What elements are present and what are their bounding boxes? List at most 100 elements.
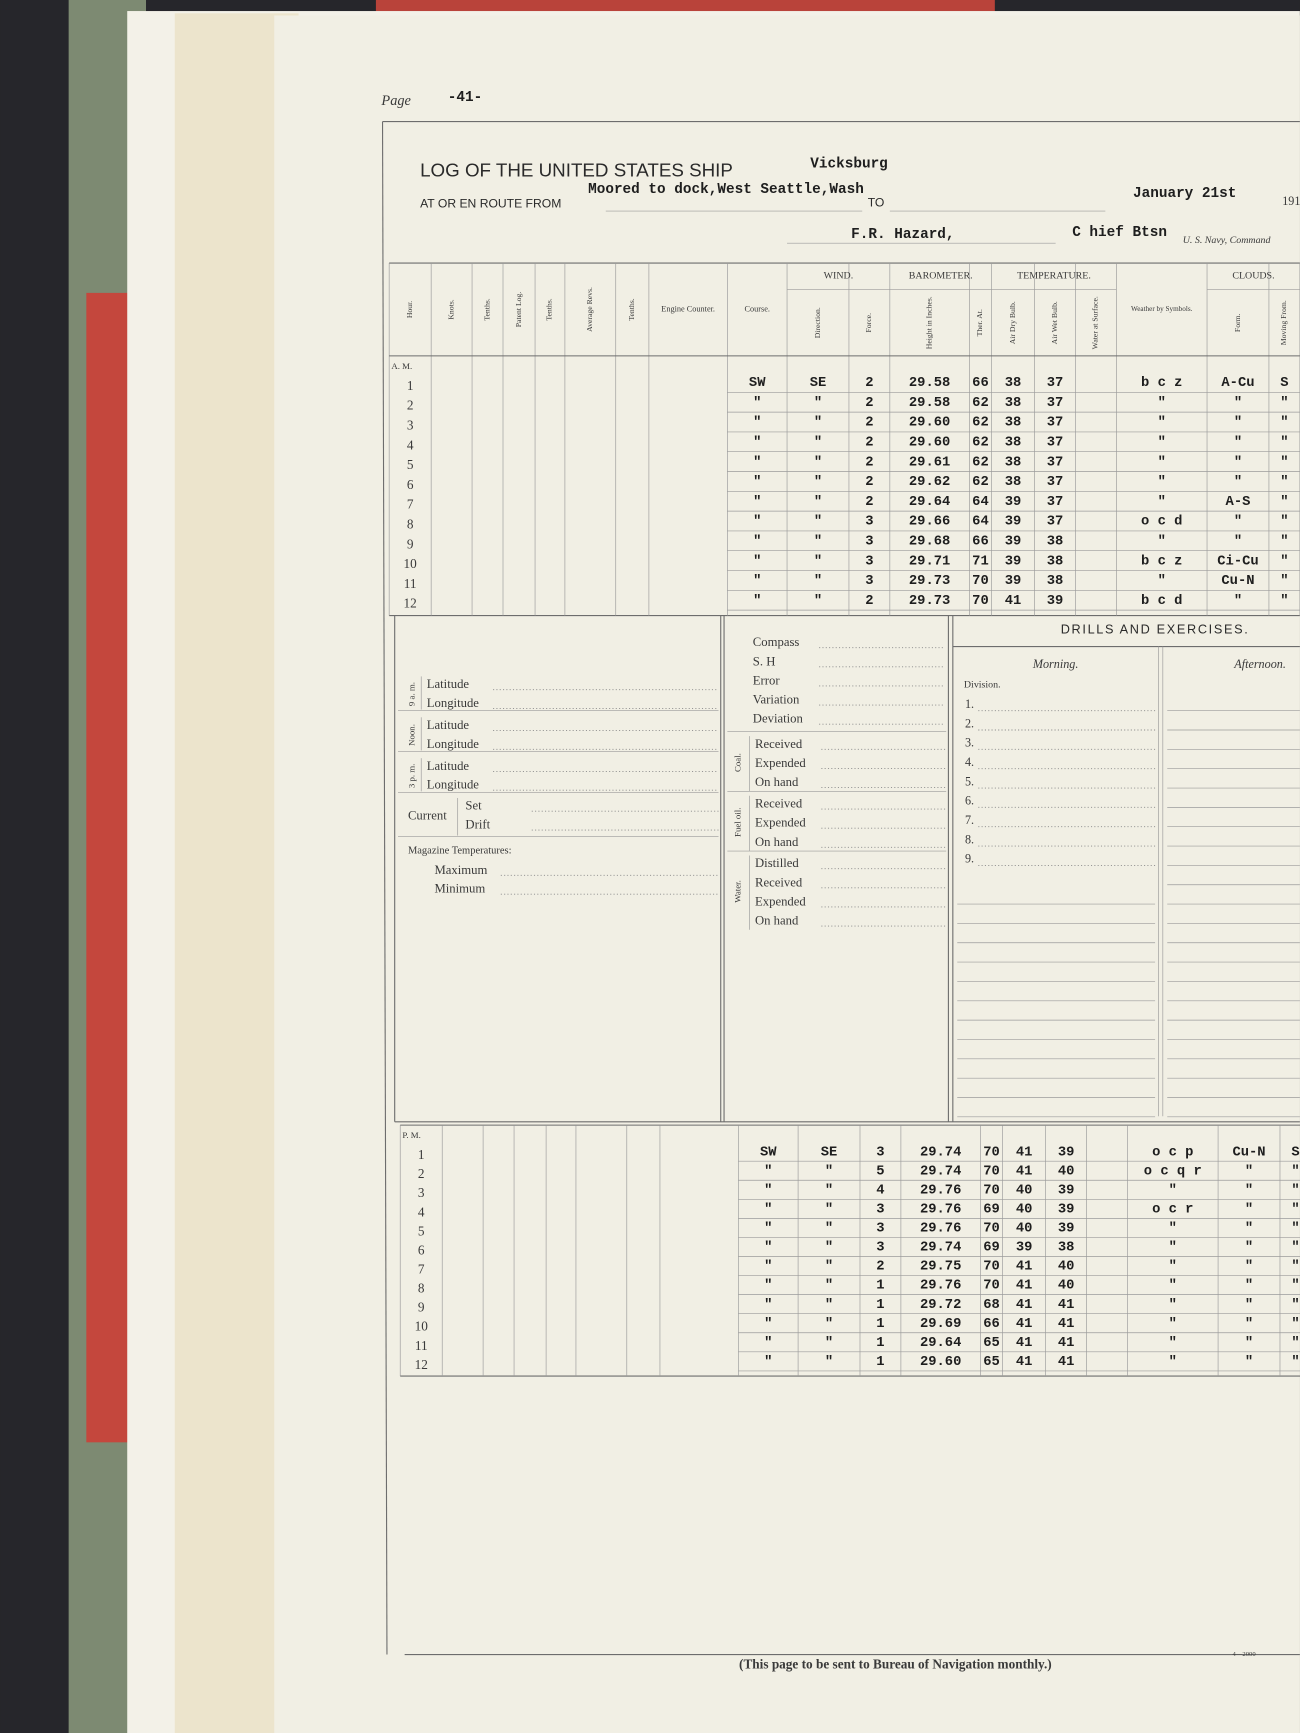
- cell: 40: [1058, 1164, 1075, 1179]
- cell: ": [764, 1297, 772, 1313]
- cell: 3: [865, 515, 873, 530]
- cell: 3: [865, 574, 873, 589]
- hour: 2: [407, 398, 414, 413]
- column-header: Engine Counter.: [661, 304, 715, 313]
- cell: 37: [1047, 495, 1064, 510]
- cell: A-Cu: [1221, 376, 1254, 391]
- supply-label: Fuel oil.: [732, 808, 742, 837]
- cell: ": [825, 1240, 833, 1256]
- hour: 1: [418, 1147, 425, 1162]
- cell: 39: [1047, 594, 1064, 609]
- cell: A-S: [1226, 495, 1251, 510]
- hour: 6: [407, 477, 414, 492]
- cell: Cu-N: [1232, 1145, 1265, 1160]
- cell: 3: [876, 1202, 884, 1217]
- cell: 29.61: [909, 455, 950, 470]
- division-number: 4.: [965, 755, 974, 769]
- cell: 40: [1058, 1260, 1075, 1275]
- cell: ": [825, 1221, 833, 1237]
- period: Noon.: [406, 724, 416, 746]
- cell: 38: [1047, 534, 1064, 549]
- cell: ": [814, 593, 822, 609]
- cell: 38: [1005, 416, 1022, 431]
- cell: ": [753, 415, 761, 431]
- column-header: Force.: [864, 313, 873, 333]
- cell: 1: [876, 1336, 884, 1351]
- latitude-label: Latitude: [427, 759, 470, 773]
- cell: ": [753, 573, 761, 589]
- cell: ": [753, 593, 761, 609]
- cell: ": [825, 1297, 833, 1313]
- cell: ": [1245, 1221, 1253, 1237]
- cell: Ci-Cu: [1217, 553, 1258, 569]
- cell: ": [1245, 1316, 1253, 1332]
- cell: ": [1291, 1163, 1299, 1179]
- cell: 1: [876, 1298, 884, 1313]
- cell: ": [764, 1335, 772, 1351]
- cell: 1: [876, 1355, 884, 1370]
- cell: 2: [865, 455, 873, 470]
- title: LOG OF THE UNITED STATES SHIP: [420, 159, 733, 180]
- route-label: AT OR EN ROUTE FROM: [420, 197, 561, 211]
- cell: 39: [1058, 1222, 1075, 1237]
- cell: 29.76: [920, 1202, 961, 1217]
- cell: ": [1158, 494, 1166, 510]
- column-header: Weather by Symbols.: [1131, 305, 1193, 313]
- set-label: Set: [465, 799, 482, 813]
- cell: 64: [972, 515, 989, 530]
- cell: ": [1291, 1354, 1299, 1370]
- cell: 41: [1016, 1336, 1033, 1351]
- longitude-label: Longitude: [427, 737, 480, 751]
- cell: 29.58: [909, 376, 950, 391]
- supply-item: On hand: [755, 775, 799, 789]
- division-number: 7.: [965, 813, 974, 827]
- group-header: BAROMETER.: [909, 271, 973, 282]
- column-header: Form.: [1233, 313, 1242, 332]
- column-header: Knots.: [446, 299, 455, 319]
- cell: 39: [1005, 515, 1022, 530]
- cell: ": [1245, 1278, 1253, 1294]
- cell: ": [1291, 1259, 1299, 1275]
- cell: ": [1245, 1354, 1253, 1370]
- period-label: A. M.: [391, 361, 412, 371]
- hour: 1: [407, 378, 414, 393]
- cell: 71: [972, 554, 989, 569]
- division-label: Division.: [964, 680, 1001, 691]
- cell: ": [1280, 415, 1288, 431]
- cell: ": [1245, 1240, 1253, 1256]
- cell: 2: [865, 376, 873, 391]
- cell: ": [764, 1182, 772, 1198]
- cell: ": [1280, 593, 1288, 609]
- division-number: 8.: [965, 832, 974, 846]
- ship-name: Vicksburg: [810, 156, 888, 172]
- cell: ": [1234, 415, 1242, 431]
- hour: 10: [404, 556, 418, 571]
- cell: 29.64: [909, 495, 950, 510]
- supply-item: Distilled: [755, 856, 799, 870]
- supply-label: Coal.: [732, 753, 742, 772]
- morning-label: Morning.: [1032, 657, 1079, 671]
- cell: ": [1169, 1278, 1177, 1294]
- cell: 39: [1058, 1202, 1075, 1217]
- cell: 62: [972, 396, 989, 411]
- period: 9 a. m.: [406, 682, 416, 706]
- cell: 29.74: [920, 1145, 961, 1160]
- cell: ": [825, 1259, 833, 1275]
- cell: ": [1280, 395, 1288, 411]
- cell: 29.64: [920, 1336, 961, 1351]
- officer: F.R. Hazard,: [851, 227, 954, 243]
- column-header: Air Wet Bulb.: [1050, 301, 1059, 344]
- cell: 70: [983, 1164, 1000, 1179]
- hour: 6: [418, 1242, 425, 1257]
- maximum-label: Maximum: [434, 863, 487, 877]
- cell: ": [1158, 474, 1166, 490]
- cell: ": [1158, 573, 1166, 589]
- cell: 41: [1016, 1260, 1033, 1275]
- hour: 5: [407, 457, 414, 472]
- cell: 29.69: [920, 1317, 961, 1332]
- cell: ": [814, 514, 822, 530]
- cell: 69: [983, 1241, 1000, 1256]
- cell: 38: [1047, 554, 1064, 569]
- cell: 29.58: [909, 396, 950, 411]
- hour: 3: [407, 417, 414, 432]
